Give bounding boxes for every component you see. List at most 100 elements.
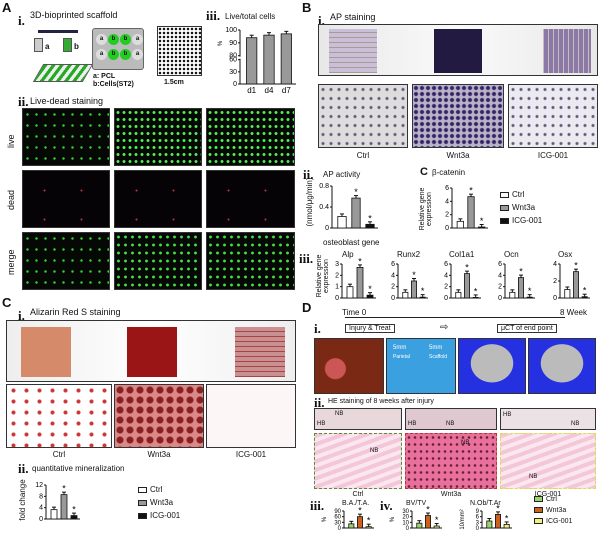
y-tick-label: 0 — [553, 295, 557, 302]
y-axis-label: % — [218, 40, 224, 46]
he-overview-icg001: NB HB — [500, 408, 596, 430]
bv-tv-chart: 0 10 20 30 * *% — [390, 505, 442, 532]
timeline-end: 8 Week — [560, 308, 587, 317]
subpanel-label: ii. — [18, 461, 29, 476]
bar-d7 — [280, 33, 292, 85]
well: a — [132, 34, 143, 45]
bar-Ctrl — [564, 289, 571, 299]
y-tick-label: 80 — [229, 53, 237, 60]
y-tick-label: 2 — [335, 272, 339, 279]
live-image-d1 — [22, 108, 110, 166]
significance-star: * — [354, 187, 358, 197]
bar-ICG-001 — [70, 515, 78, 520]
well: a — [132, 49, 143, 60]
bar-Ctrl — [455, 291, 462, 299]
merge-image-d4 — [114, 232, 202, 290]
y-tick-label: 10 — [402, 520, 409, 526]
bar-ICG-001 — [365, 526, 372, 529]
legend-item: Ctrl — [150, 485, 163, 494]
defect-photo: 5mm Parietal 5mm Scaffold — [386, 338, 456, 394]
legend: Ctrl Wnt3a ICG-001 — [500, 188, 542, 227]
bar-ICG-001 — [581, 296, 588, 299]
bar-Ctrl — [416, 522, 423, 529]
chart-title: Ocn — [504, 250, 519, 259]
well: b — [108, 49, 119, 60]
y-tick-label: 4 — [553, 261, 557, 268]
surgery-photo — [314, 338, 384, 394]
panel-title: 3D-bioprinted scaffold — [30, 10, 118, 20]
panel-label-b: B — [302, 0, 312, 15]
ap-scaffold-overview — [318, 24, 598, 76]
nob-tar-chart: 0 3 6 9 * * 10/mm² — [460, 503, 512, 532]
well: a — [96, 34, 107, 45]
significance-star: * — [528, 286, 532, 296]
significance-star: * — [505, 513, 509, 523]
bar-Wnt3a — [351, 197, 361, 229]
alizarin-scaffold-overview — [6, 320, 296, 382]
timeline-start: Time 0 — [342, 308, 367, 317]
tissue-label: NB — [446, 421, 455, 427]
defect-label: 5mm — [393, 345, 407, 351]
y-tick-label: 6 — [498, 261, 502, 268]
y-tick-label: 8 — [39, 493, 43, 500]
y-tick-label: 0 — [325, 225, 329, 232]
y-tick-label: 0.4 — [319, 204, 329, 211]
subpanel-label: i. — [18, 308, 25, 323]
x-tick-label: d7 — [282, 86, 291, 95]
legend-item: Wnt3a — [546, 507, 567, 514]
y-tick-label: 60 — [229, 57, 237, 64]
bar-Wnt3a — [517, 277, 524, 299]
chart-title: Col1a1 — [449, 250, 475, 259]
osx-chart: 0 2 4 * * — [546, 261, 590, 302]
bioprinter-illustration: a b — [30, 26, 94, 86]
bar-d1 — [246, 37, 258, 85]
tissue-label: NB — [529, 474, 538, 480]
nozzle-label: b — [74, 42, 79, 51]
group-label: Wnt3a — [147, 450, 171, 459]
defect-label: Parietal — [393, 354, 410, 360]
bar-Wnt3a — [494, 513, 501, 529]
y-tick-label: 12 — [35, 482, 43, 489]
bar-Wnt3a — [463, 273, 470, 299]
panel-label-d: D — [302, 300, 312, 315]
y-axis-label: (nmol/μg/min) — [305, 177, 314, 227]
subpanel-label: iv. — [380, 498, 393, 513]
chart-title: AP activity — [323, 170, 361, 179]
chart-title: Live/total cells — [225, 12, 276, 21]
significance-star: * — [421, 286, 425, 296]
y-tick-label: 6 — [444, 261, 448, 268]
subpanel-label: iii. — [299, 251, 314, 266]
live-image-d4 — [114, 108, 202, 166]
y-tick-label: 4 — [444, 272, 448, 279]
bar-Ctrl — [509, 291, 516, 299]
tissue-label: NB — [571, 421, 580, 427]
y-tick-label: 2 — [498, 284, 502, 291]
bar-Wnt3a — [424, 515, 431, 529]
alizarin-image-ctrl — [6, 384, 112, 448]
y-tick-label: 0.8 — [319, 183, 329, 190]
legend-item: Ctrl — [512, 190, 525, 199]
mineralization-chart: 0 4 8 12 * * — [32, 482, 80, 523]
bar-ICG-001 — [503, 524, 510, 529]
y-tick-label: 6 — [476, 515, 480, 521]
tissue-label: HB — [317, 421, 326, 427]
y-axis-label: Relative gene expression — [419, 187, 433, 231]
significance-star: * — [435, 515, 439, 525]
runx2-chart: 0 2 4 6 * * — [384, 261, 428, 302]
y-axis-label: 10/mm² — [460, 509, 466, 529]
scaffold-grid-image — [157, 26, 202, 76]
significance-star: * — [358, 506, 362, 516]
defect-label: 5mm — [429, 345, 443, 351]
y-tick-label: 2 — [391, 284, 395, 291]
bar-ICG-001 — [478, 226, 486, 229]
legend-item: Wnt3a — [512, 203, 536, 212]
row-label-dead: dead — [6, 189, 16, 210]
group-label: ICG-001 — [235, 450, 267, 459]
dead-image-d1 — [22, 170, 110, 228]
chart-title: B.A./T.A. — [342, 500, 370, 507]
subpanel-label: ii. — [18, 94, 29, 109]
subpanel-label: ii. — [303, 167, 314, 182]
y-tick-label: 4 — [498, 272, 502, 279]
alp-chart: 0 1 2 3 * * — [328, 256, 376, 302]
significance-star: * — [480, 216, 484, 226]
